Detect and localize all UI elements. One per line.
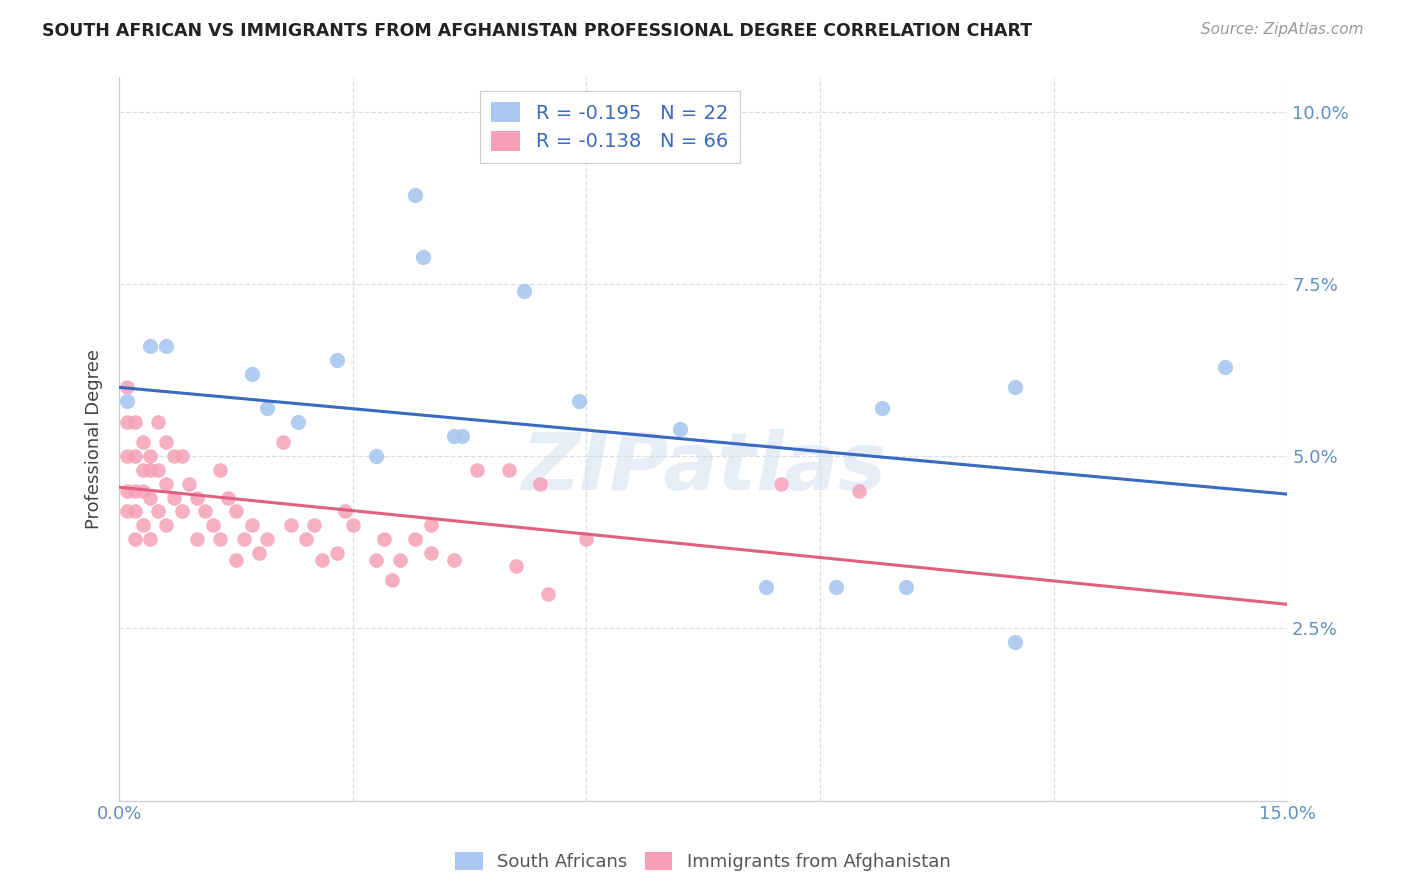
Point [124, 532, 146, 546]
Point [333, 504, 356, 518]
Point [443, 428, 465, 442]
Point [209, 532, 232, 546]
Point [139, 339, 162, 353]
Point [467, 463, 489, 477]
Point [311, 552, 333, 566]
Point [326, 546, 349, 560]
Point [271, 435, 294, 450]
Point [163, 491, 186, 505]
Point [131, 483, 153, 498]
Point [240, 367, 263, 381]
Point [412, 250, 434, 264]
Point [568, 394, 591, 409]
Point [669, 422, 692, 436]
Point [131, 463, 153, 477]
Point [381, 573, 404, 587]
Point [209, 463, 232, 477]
Point [366, 552, 388, 566]
Point [754, 580, 776, 594]
Text: ZIPatlas: ZIPatlas [520, 429, 886, 507]
Legend: South Africans, Immigrants from Afghanistan: South Africans, Immigrants from Afghanis… [449, 845, 957, 879]
Point [148, 463, 170, 477]
Point [342, 518, 364, 533]
Point [155, 518, 177, 533]
Point [179, 476, 201, 491]
Point [170, 504, 193, 518]
Point [155, 476, 177, 491]
Point [115, 483, 138, 498]
Point [232, 532, 254, 546]
Point [373, 532, 395, 546]
Point [115, 380, 138, 394]
Point [139, 449, 162, 463]
Point [115, 394, 138, 409]
Point [872, 401, 894, 415]
Y-axis label: Professional Degree: Professional Degree [86, 349, 103, 529]
Point [148, 504, 170, 518]
Point [148, 415, 170, 429]
Text: SOUTH AFRICAN VS IMMIGRANTS FROM AFGHANISTAN PROFESSIONAL DEGREE CORRELATION CHA: SOUTH AFRICAN VS IMMIGRANTS FROM AFGHANI… [42, 22, 1032, 40]
Point [404, 187, 426, 202]
Point [443, 552, 465, 566]
Point [194, 504, 217, 518]
Point [287, 415, 309, 429]
Point [217, 491, 239, 505]
Point [124, 483, 146, 498]
Point [366, 449, 388, 463]
Point [115, 449, 138, 463]
Point [139, 491, 162, 505]
Point [1213, 359, 1236, 374]
Point [256, 532, 278, 546]
Point [186, 491, 208, 505]
Point [529, 476, 551, 491]
Point [131, 518, 153, 533]
Point [419, 546, 441, 560]
Point [404, 532, 426, 546]
Point [894, 580, 917, 594]
Legend: R = -0.195   N = 22, R = -0.138   N = 66: R = -0.195 N = 22, R = -0.138 N = 66 [479, 91, 740, 163]
Point [505, 559, 527, 574]
Point [139, 463, 162, 477]
Point [419, 518, 441, 533]
Point [124, 504, 146, 518]
Point [388, 552, 411, 566]
Point [124, 415, 146, 429]
Point [1004, 635, 1026, 649]
Point [155, 435, 177, 450]
Point [770, 476, 793, 491]
Point [824, 580, 846, 594]
Point [163, 449, 186, 463]
Point [201, 518, 224, 533]
Point [170, 449, 193, 463]
Point [115, 504, 138, 518]
Point [131, 435, 153, 450]
Point [575, 532, 598, 546]
Point [249, 546, 271, 560]
Point [848, 483, 870, 498]
Point [326, 352, 349, 367]
Point [256, 401, 278, 415]
Point [450, 428, 472, 442]
Point [124, 449, 146, 463]
Point [536, 587, 558, 601]
Text: Source: ZipAtlas.com: Source: ZipAtlas.com [1201, 22, 1364, 37]
Point [155, 339, 177, 353]
Point [139, 532, 162, 546]
Point [240, 518, 263, 533]
Point [186, 532, 208, 546]
Point [225, 552, 247, 566]
Point [225, 504, 247, 518]
Point [513, 284, 536, 298]
Point [1004, 380, 1026, 394]
Point [280, 518, 302, 533]
Point [295, 532, 318, 546]
Point [302, 518, 325, 533]
Point [498, 463, 520, 477]
Point [115, 415, 138, 429]
